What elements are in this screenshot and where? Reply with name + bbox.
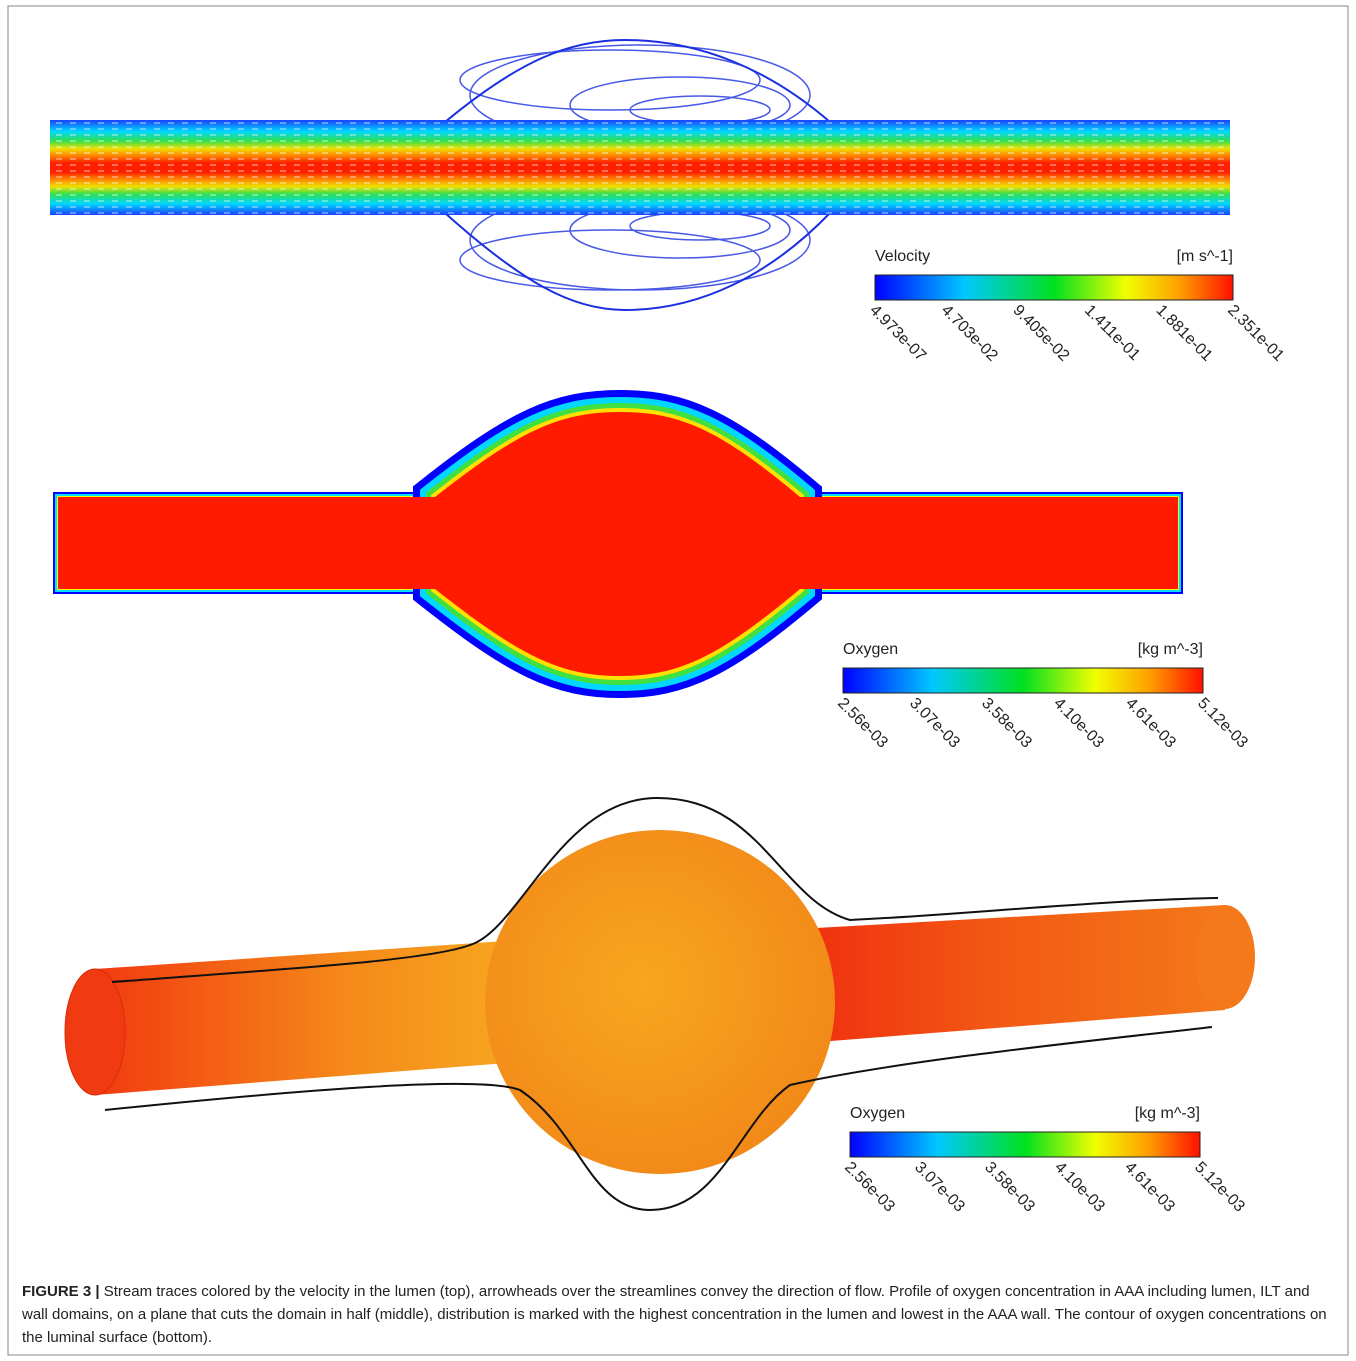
page: Velocity[m s^-1]4.973e-074.703e-029.405e… (0, 0, 1356, 1361)
colorbar-unit: [kg m^-3] (1135, 1105, 1200, 1122)
colorbar-unit: [m s^-1] (1177, 248, 1233, 265)
colorbar-unit: [kg m^-3] (1138, 641, 1203, 658)
colorbar (843, 668, 1203, 693)
colorbar (850, 1132, 1200, 1157)
colorbar-tick-label: 4.61e-03 (1121, 1159, 1178, 1216)
colorbar-label: Oxygen (843, 641, 898, 658)
colorbar-tick-label: 5.12e-03 (1191, 1159, 1248, 1216)
figure-label: FIGURE 3 | (22, 1283, 100, 1300)
figure: Velocity[m s^-1]4.973e-074.703e-029.405e… (0, 0, 1356, 1361)
colorbar-tick-label: 4.10e-03 (1051, 1159, 1108, 1216)
colorbar (875, 275, 1233, 300)
caption: FIGURE 3 | Stream traces colored by the … (22, 1280, 1337, 1349)
caption-text: Stream traces colored by the velocity in… (22, 1283, 1327, 1346)
colorbar-tick-label: 3.58e-03 (981, 1159, 1038, 1216)
colorbar-label: Velocity (875, 248, 930, 265)
colorbar-tick-label: 3.07e-03 (911, 1159, 968, 1216)
colorbar-tick-label: 2.56e-03 (841, 1159, 898, 1216)
colorbar-label: Oxygen (850, 1105, 905, 1122)
